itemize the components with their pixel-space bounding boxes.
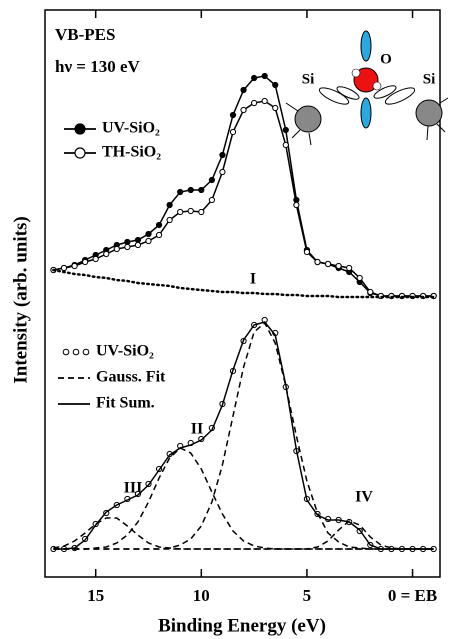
data-point <box>124 243 131 251</box>
x-tick-label: 10 <box>193 586 210 605</box>
data-point <box>240 106 247 114</box>
data-point <box>282 126 289 134</box>
peak-label: I <box>250 271 256 288</box>
data-point <box>229 111 237 119</box>
data-point <box>71 262 78 270</box>
series-line <box>53 321 434 550</box>
data-point <box>303 248 311 256</box>
data-point <box>261 72 268 80</box>
data-point <box>82 258 89 266</box>
atom-label: O <box>380 51 392 67</box>
y-axis-title: Intensity (arb. units) <box>10 216 31 383</box>
data-point <box>272 81 279 89</box>
series-line <box>53 517 434 550</box>
series-line <box>53 520 434 550</box>
data-point <box>134 236 142 244</box>
data-point <box>134 241 142 249</box>
x-tick-label: 15 <box>87 586 104 605</box>
x-axis-title: Binding Energy (eV) <box>158 615 326 636</box>
data-point <box>261 97 268 105</box>
data-point <box>251 74 258 82</box>
data-point <box>166 216 173 224</box>
x-tick-label: 0 = EB <box>388 586 437 605</box>
data-point <box>367 288 374 296</box>
atom-label: Si <box>302 71 315 87</box>
data-point <box>60 264 68 272</box>
legend-symbol <box>82 348 90 356</box>
molecule-diagram: Si O Si <box>285 30 449 146</box>
data-point <box>166 201 173 209</box>
data-point <box>155 221 163 229</box>
legend-symbol <box>62 348 70 356</box>
data-point <box>272 104 279 112</box>
plot-frame <box>44 9 441 578</box>
data-point <box>282 141 289 149</box>
data-point <box>324 260 332 268</box>
data-point <box>251 99 258 107</box>
data-point <box>198 208 205 216</box>
data-point <box>145 230 152 238</box>
data-point <box>187 207 194 215</box>
data-point <box>145 237 152 245</box>
data-point <box>293 201 300 209</box>
chart-title: VB-PES <box>55 25 115 44</box>
legend-label: TH-SiO₂ <box>102 144 161 161</box>
peak-label: II <box>191 421 203 438</box>
data-point <box>124 238 131 246</box>
series-line <box>52 268 435 299</box>
data-point <box>208 176 215 184</box>
legend-label: UV-SiO₂ <box>102 120 160 137</box>
data-point <box>177 208 184 216</box>
legend-label: Gauss. Fit <box>96 369 166 386</box>
legend-symbol <box>74 123 86 135</box>
series-line <box>53 447 434 550</box>
data-point <box>103 250 110 258</box>
data-point <box>346 264 353 272</box>
data-point <box>219 151 226 159</box>
legend-label: UV-SiO₂ <box>96 343 154 360</box>
data-point <box>198 186 205 194</box>
data-point <box>208 196 215 204</box>
data-point <box>356 274 363 282</box>
legend-symbol <box>72 348 80 356</box>
legend-label: Fit Sum. <box>96 395 155 412</box>
chart-subtitle: hν = 130 eV <box>55 57 141 76</box>
data-point <box>335 262 342 270</box>
data-point <box>187 186 194 194</box>
data-point <box>155 231 163 239</box>
data-point <box>113 245 120 253</box>
atom-label: Si <box>423 71 436 87</box>
peak-label: IV <box>355 489 373 506</box>
legend-symbol <box>74 147 86 159</box>
data-point <box>314 258 321 266</box>
data-point <box>177 188 184 196</box>
x-tick-label: 5 <box>303 586 312 605</box>
data-point <box>229 128 237 136</box>
data-point <box>219 168 226 176</box>
data-point <box>92 255 99 263</box>
data-point <box>240 86 247 94</box>
